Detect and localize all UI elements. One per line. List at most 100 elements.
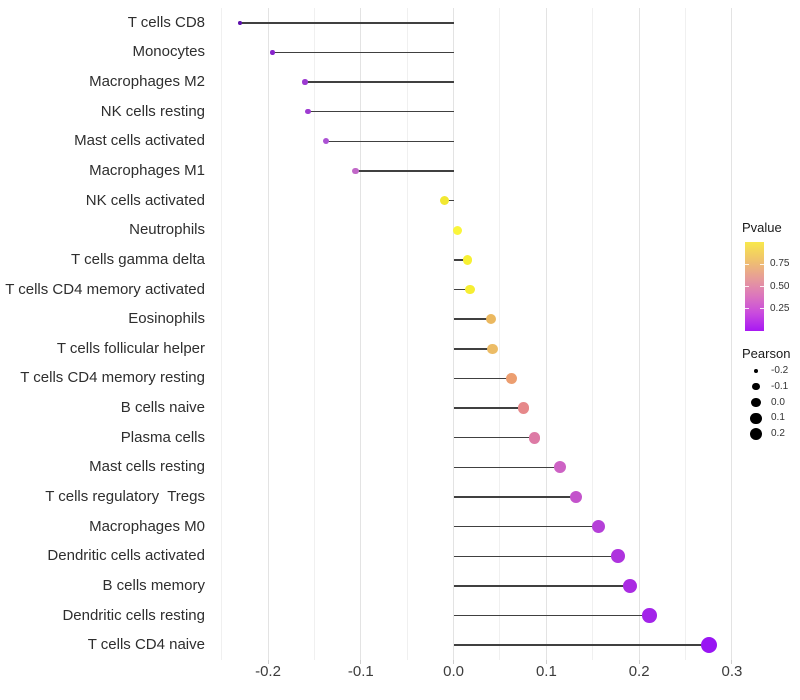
y-axis-label: T cells regulatory Tregs [45, 488, 205, 505]
lollipop-dot [505, 372, 517, 384]
pearson-legend-label: -0.2 [771, 365, 789, 376]
lollipop-stem [444, 199, 454, 202]
colorbar-tick-label: 0.25 [770, 302, 790, 314]
gridline-major [545, 8, 547, 660]
y-axis-label: T cells CD4 memory resting [20, 369, 205, 387]
y-axis-label: Eosinophils [128, 310, 205, 328]
y-axis-label: T cells CD8 [127, 13, 205, 31]
lollipop-dot [642, 608, 657, 623]
colorbar-tick [745, 308, 749, 310]
lollipop-stem [453, 259, 468, 261]
x-axis-tick-label: -0.2 [255, 663, 281, 680]
gridline-major [453, 8, 455, 660]
lollipop-dot [452, 225, 463, 236]
y-axis-label: Mast cells resting [89, 458, 205, 476]
y-axis-label: NK cells resting [100, 102, 205, 120]
lollipop-dot [270, 50, 275, 55]
gridline-major [638, 8, 640, 660]
pearson-legend-label: 0.1 [771, 412, 785, 424]
x-axis-tick-label: 0.2 [628, 663, 650, 680]
colorbar-tick-label: 0.75 [770, 258, 790, 270]
y-axis-label: NK cells activated [85, 191, 205, 209]
colorbar-tick [760, 308, 764, 310]
pearson-legend-dot [749, 427, 763, 441]
pearson-legend-dot [751, 397, 761, 408]
y-axis-label: B cells memory [102, 576, 205, 594]
lollipop-stem [453, 318, 491, 320]
y-axis-label: T cells follicular helper [56, 339, 205, 357]
lollipop-stem [453, 496, 577, 498]
gridline-major [731, 8, 733, 660]
gridline-major [267, 8, 269, 660]
lollipop-dot [462, 255, 473, 265]
lollipop-dot [517, 402, 529, 414]
pearson-legend-title: Pearson [742, 346, 791, 361]
lollipop-dot [465, 284, 476, 295]
lollipop-stem [453, 644, 709, 646]
x-axis-tick-label: 0.0 [443, 663, 465, 680]
gridline-minor [406, 8, 408, 660]
y-axis-label: Neutrophils [129, 221, 205, 239]
lollipop-stem [453, 288, 471, 291]
x-axis-tick [545, 660, 547, 664]
pearson-legend-dot [752, 383, 760, 391]
lollipop-stem [272, 51, 454, 54]
lollipop-dot [610, 549, 625, 564]
lollipop-stem [305, 81, 454, 83]
y-axis-label: Macrophages M1 [89, 162, 205, 179]
lollipop-dot [439, 196, 449, 206]
y-axis-label: Plasma cells [120, 428, 205, 446]
pearson-legend-dot [750, 412, 762, 424]
lollipop-dot [554, 461, 567, 474]
lollipop-dot [700, 637, 717, 654]
gridline-minor [221, 8, 223, 660]
gridline-minor [499, 8, 501, 660]
lollipop-stem [453, 585, 630, 587]
lollipop-dot [302, 79, 308, 85]
y-axis-label: T cells gamma delta [71, 250, 205, 268]
lollipop-stem [453, 525, 599, 528]
lollipop-stem [453, 614, 650, 617]
y-axis-label: Macrophages M2 [89, 73, 205, 91]
lollipop-dot [351, 167, 359, 175]
lollipop-dot [528, 431, 541, 444]
x-axis-tick [360, 660, 362, 664]
y-axis-label: Dendritic cells resting [62, 606, 205, 624]
gridline-major [360, 8, 362, 660]
y-axis-label: T cells CD4 naive [87, 636, 205, 654]
lollipop-stem [453, 466, 561, 469]
pearson-legend-dot [753, 368, 759, 374]
colorbar-tick-label: 0.50 [770, 280, 790, 292]
lollipop-dot [591, 519, 605, 534]
gridline-minor [592, 8, 594, 660]
colorbar-tick [745, 263, 749, 265]
lollipop-stem [453, 348, 493, 350]
lollipop-stem [326, 140, 454, 143]
pearson-legend-label: 0.0 [771, 396, 785, 408]
lollipop-stem [307, 110, 454, 113]
gridline-minor [685, 8, 687, 660]
lollipop-dot [487, 343, 498, 355]
lollipop-dot [569, 490, 583, 504]
pearson-legend-label: 0.2 [771, 428, 785, 439]
colorbar-tick [760, 263, 764, 265]
x-axis-tick-label: -0.1 [347, 663, 374, 680]
lollipop-stem [453, 377, 512, 380]
lollipop-stem [355, 170, 454, 172]
y-axis-label: Monocytes [132, 43, 205, 61]
lollipop-dot [485, 313, 496, 325]
x-axis-tick-label: 0.3 [721, 663, 743, 680]
lollipop-stem [453, 436, 535, 439]
lollipop-dot [238, 20, 242, 25]
x-axis-tick-label: 0.1 [535, 663, 557, 680]
x-axis-tick [731, 660, 733, 664]
gridline-minor [313, 8, 315, 660]
pvalue-legend-title: Pvalue [742, 220, 782, 235]
y-axis-label: B cells naive [120, 399, 205, 417]
y-axis-label: Mast cells activated [74, 132, 205, 150]
colorbar-tick [760, 286, 764, 287]
pvalue-colorbar [745, 242, 764, 331]
lollipop-dot [323, 138, 330, 145]
y-axis-label: Dendritic cells activated [47, 547, 205, 565]
